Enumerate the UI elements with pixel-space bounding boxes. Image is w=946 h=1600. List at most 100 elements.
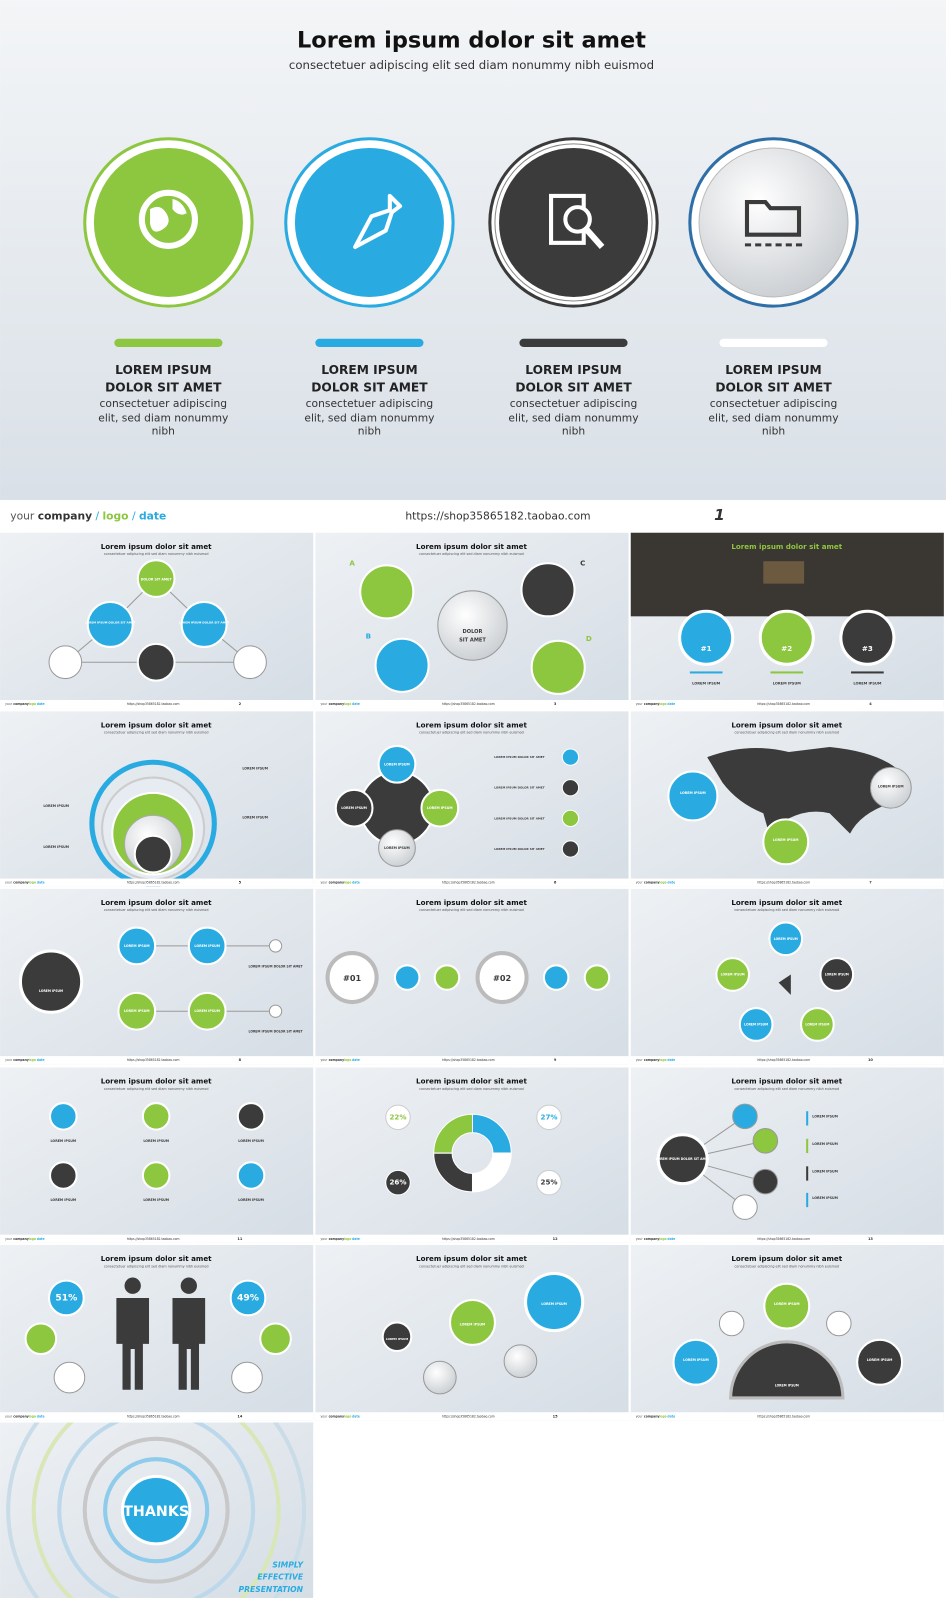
circle-shape [86,601,134,648]
label: consectetuer adipiscing elit sed diam no… [104,1087,209,1091]
circle-shape [136,559,176,598]
label: 12 [553,1237,558,1241]
circle-shape [141,1161,171,1190]
slide-thumbnail: 22% 27%26% 25%Lorem ipsum dolor sit ametco… [315,1067,629,1243]
circle-shape [752,1128,779,1154]
label: date [352,1237,360,1241]
label: 8 [239,1058,242,1062]
circle-shape [561,840,580,858]
label: company [644,1237,659,1241]
circle-shape [732,1194,758,1220]
label: LOREM IPSUM [39,989,63,993]
circle-shape [437,590,508,661]
label: LOREM IPSUM [460,1322,486,1326]
thumbnail-footer [315,700,629,709]
label: LOREM IPSUM [725,363,821,377]
circle-shape [374,637,430,693]
label: LOREM IPSUM [773,682,802,686]
circle-shape [231,1361,263,1394]
slide-thumbnail: LOREM IPSUM LOREM IPSUM LOREM IPSUM LOREM I… [0,888,314,1065]
label: SIMPLY [272,1560,304,1569]
label: DOLOR SIT AMET [141,578,173,582]
label: date [352,1414,360,1418]
label: 2 [239,702,242,706]
label: Lorem ipsum dolor sit amet [101,542,212,551]
main-items: LOREM IPSUM DOLOR SIT AMET consectetuer ad… [83,137,859,438]
footer-separator: / [132,509,136,522]
label: LOREM IPSUM [541,1302,567,1306]
label: your [636,1237,644,1241]
label: 14 [237,1414,242,1418]
label: LOREM IPSUM [744,1022,768,1026]
label: company [13,1058,28,1062]
label: date [352,702,360,706]
circle-shape [117,926,157,966]
circle-shape [187,991,227,1031]
label: elit, sed diam nonummy [708,411,839,424]
label: Lorem ipsum dolor sit amet [416,542,527,551]
thumbnail-footer [0,878,314,887]
label: consectetuer adipiscing [510,397,638,410]
label: LOREM IPSUM DOLOR SIT AMET [494,755,544,759]
thumbnail-footer [630,1056,944,1065]
label: your [5,1414,13,1418]
label: https://shop35865182.taobao.com [127,1237,180,1241]
label: date [37,1058,45,1062]
slide-thumbnail: DOLOR SIT AMET LOREM IPSUM DOLOR SIT AMET… [0,532,314,709]
label: company [13,1414,28,1418]
label: LOREM IPSUM [43,845,69,849]
slide-thumbnail: 51% 49% Lorem ipsum dolor sit ametconsecte… [0,1244,314,1421]
label: your [320,702,328,706]
label: Lorem ipsum dolor sit amet [731,542,842,551]
label: 11 [237,1237,242,1241]
label: company [329,1237,344,1241]
label: #3 [862,644,873,653]
label: consectetuer adipiscing elit sed diam no… [104,908,209,912]
circle-shape [752,1168,779,1195]
label: consectetuer adipiscing elit sed diam no… [419,1264,524,1268]
thumbnail-footer [315,1234,629,1243]
label: consectetuer adipiscing [100,397,228,410]
slide-thumbnail: LOREM IPSUM LOREM IPSUM LOREM IPSUM LOREM I… [630,1067,944,1243]
circle-shape [678,609,735,666]
label: logo [344,1237,351,1241]
label: LOREM IPSUM [242,815,268,819]
label: LOREM IPSUM [143,1139,169,1143]
donut-segment [433,1113,473,1154]
label: consectetuer adipiscing elit sed diam no… [419,552,524,556]
label: SIT AMET [459,637,486,643]
label: https://shop35865182.taobao.com [442,1414,495,1418]
thumbnail-bg [0,532,314,709]
circle-shape [698,147,849,298]
label: consectetuer adipiscing [306,397,434,410]
underline-bar [719,338,828,347]
label: https://shop35865182.taobao.com [442,1237,495,1241]
circle-shape [229,1279,267,1317]
circle-shape [542,964,570,991]
footer-brand: your company / logo / date [10,509,166,522]
label: 51% [55,1292,77,1303]
label: https://shop35865182.taobao.com [127,1414,180,1418]
circle-shape [563,205,592,234]
circle-shape [763,1282,811,1330]
speaker [778,974,791,995]
circle-shape [57,1422,256,1598]
circle-shape [503,1344,538,1379]
label: 49% [237,1292,259,1303]
label: https://shop35865182.taobao.com [127,1058,180,1062]
label: logo [29,881,36,885]
label: company [329,881,344,885]
circle-shape [49,1161,78,1190]
label: company [329,1414,344,1418]
label: 27% [540,1112,557,1121]
world-map [707,746,902,849]
circle-shape [762,818,810,866]
label: LOREM IPSUM DOLOR SIT AMET [85,620,135,624]
label: LOREM IPSUM DOLOR SIT AMET [656,1157,711,1161]
circle-shape [758,609,815,666]
label: LOREM IPSUM [43,804,69,808]
circle-shape [656,1133,709,1186]
circle-shape [856,1338,904,1386]
label: LOREM IPSUM [386,1337,409,1341]
